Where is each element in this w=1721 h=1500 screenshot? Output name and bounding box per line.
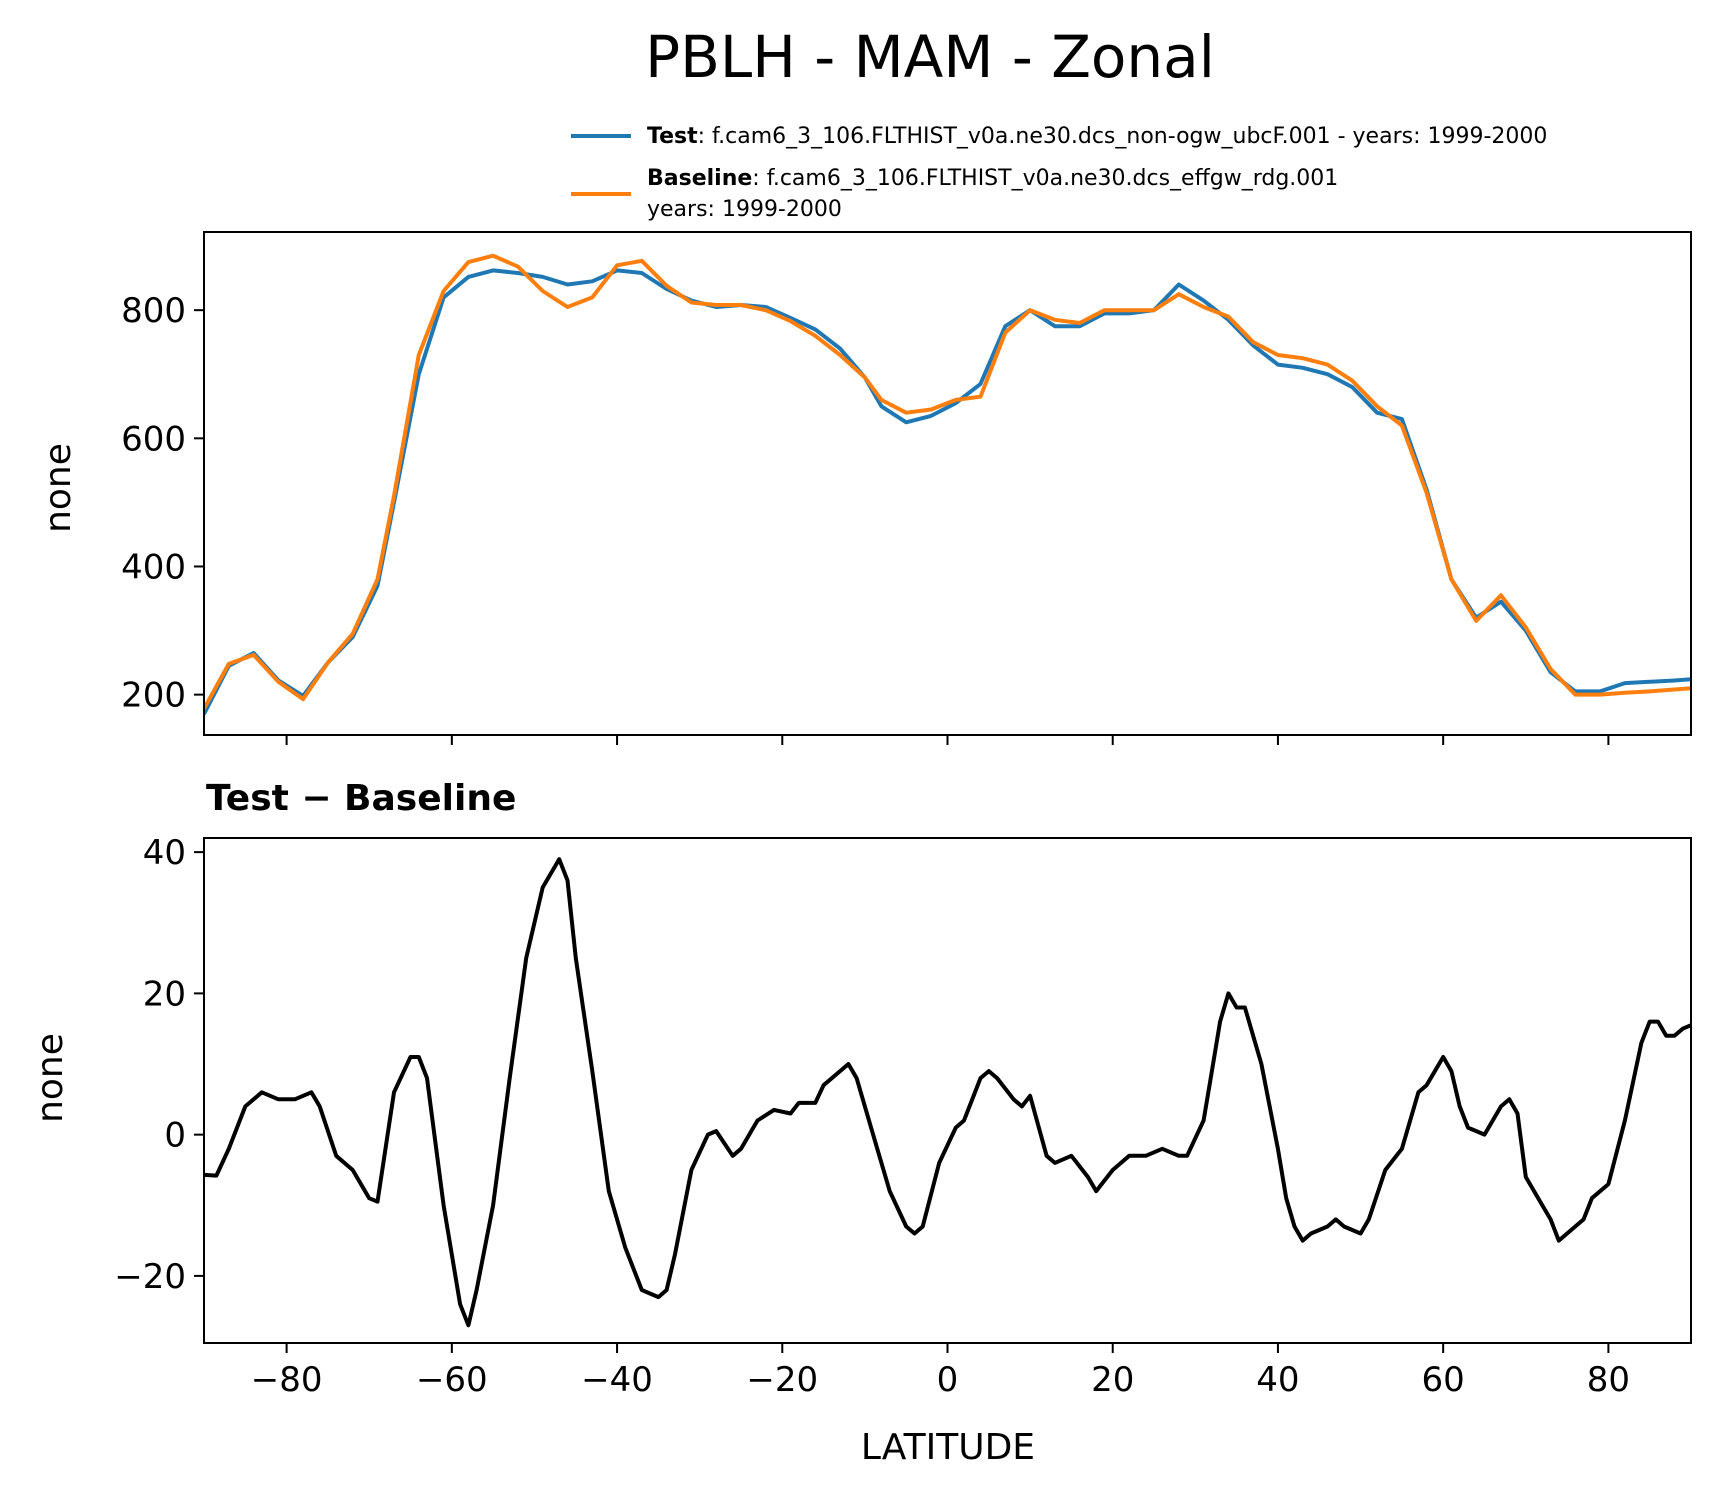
top-series-baseline-line: [204, 253, 1691, 710]
bottom-x-tick-label: −80: [251, 1360, 323, 1400]
bottom-x-tick-label: −40: [581, 1360, 653, 1400]
bottom-y-ticks: −20 0 20 40: [114, 833, 204, 1297]
bottom-x-tick-label: 20: [1091, 1360, 1134, 1400]
top-axes-frame: [203, 231, 1692, 736]
top-y-tick-label: 800: [121, 291, 186, 331]
bottom-x-tick-label: −20: [746, 1360, 818, 1400]
top-y-tick-label: 400: [121, 547, 186, 587]
bottom-x-tick-label: 80: [1587, 1360, 1630, 1400]
legend-baseline-text: : f.cam6_3_106.FLTHIST_v0a.ne30.dcs_effg…: [752, 166, 1338, 191]
bottom-x-tick-label: 0: [937, 1360, 959, 1400]
bottom-panel: Test − Baseline none LATITUDE −20 0 20 40 −…: [30, 778, 1692, 1468]
bottom-series-diff-line: [204, 857, 1691, 1328]
bottom-y-tick-label: −20: [114, 1257, 186, 1297]
top-x-ticks: [285, 735, 1610, 745]
legend-baseline-label: Baseline: f.cam6_3_106.FLTHIST_v0a.ne30.…: [647, 166, 1338, 191]
bottom-y-tick-label: 40: [143, 833, 186, 873]
figure-title: PBLH - MAM - Zonal: [645, 23, 1215, 91]
bottom-x-ticks: −80 −60 −40 −20 0 20 40 60 80: [251, 1343, 1630, 1400]
bottom-ylabel: none: [30, 1033, 71, 1123]
top-plot-area: [204, 253, 1691, 715]
legend-test-name: Test: [647, 124, 698, 149]
top-panel: none 200 400 600 800: [38, 231, 1692, 745]
legend-baseline-name: Baseline: [647, 166, 752, 191]
bottom-x-tick-label: 60: [1422, 1360, 1465, 1400]
bottom-x-tick-label: 40: [1256, 1360, 1299, 1400]
bottom-axes-frame: [203, 837, 1692, 1344]
bottom-y-tick-label: 0: [164, 1116, 186, 1156]
top-y-ticks: 200 400 600 800: [121, 291, 204, 716]
bottom-plot-area: [204, 857, 1691, 1328]
top-ylabel: none: [38, 443, 79, 533]
top-y-tick-label: 600: [121, 419, 186, 459]
legend: Test: f.cam6_3_106.FLTHIST_v0a.ne30.dcs_…: [571, 124, 1547, 222]
bottom-y-tick-label: 20: [143, 974, 186, 1014]
legend-test-label: Test: f.cam6_3_106.FLTHIST_v0a.ne30.dcs_…: [647, 124, 1547, 149]
bottom-x-tick-label: −60: [416, 1360, 488, 1400]
legend-baseline-years: years: 1999-2000: [647, 197, 842, 222]
bottom-xlabel: LATITUDE: [861, 1427, 1035, 1468]
bottom-title: Test − Baseline: [206, 778, 516, 819]
legend-test-text: : f.cam6_3_106.FLTHIST_v0a.ne30.dcs_non-…: [698, 124, 1548, 149]
top-y-tick-label: 200: [121, 676, 186, 716]
